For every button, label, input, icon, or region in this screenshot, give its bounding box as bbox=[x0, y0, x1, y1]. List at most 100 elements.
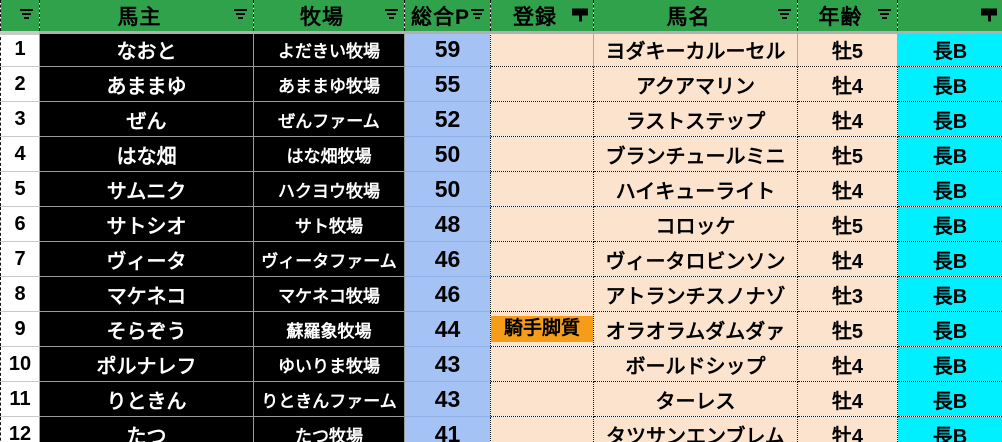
cell-rank-number[interactable]: 7 bbox=[0, 241, 40, 277]
cell-total-points[interactable]: 50 bbox=[404, 171, 491, 207]
cell-owner-name[interactable]: そらぞう bbox=[39, 311, 254, 347]
cell-horse-name[interactable]: オラオラムダムダァ bbox=[593, 311, 798, 347]
cell-total-points[interactable]: 50 bbox=[404, 136, 491, 172]
cell-total-points[interactable]: 46 bbox=[404, 276, 491, 312]
cell-farm-name[interactable]: りときんファーム bbox=[253, 381, 405, 417]
cell-age[interactable]: 牡5 bbox=[797, 206, 898, 242]
cell-horse-name[interactable]: アトランチスノナゾ bbox=[593, 276, 798, 312]
cell-registration[interactable]: 騎手脚質 bbox=[490, 311, 594, 347]
cell-farm-name[interactable]: ハクヨウ牧場 bbox=[253, 171, 405, 207]
cell-rank-number[interactable]: 6 bbox=[0, 206, 40, 242]
column-header-age[interactable]: 年齢 bbox=[797, 0, 898, 32]
table-row[interactable]: 2 あままゆ あままゆ牧場 55 アクアマリン 牡4 長B bbox=[0, 66, 1002, 102]
cell-farm-name[interactable]: あままゆ牧場 bbox=[253, 66, 405, 102]
cell-farm-name[interactable]: ぜんファーム bbox=[253, 101, 405, 137]
column-header-farm[interactable]: 牧場 bbox=[253, 0, 405, 32]
cell-age[interactable]: 牡5 bbox=[797, 136, 898, 172]
cell-registration[interactable] bbox=[490, 101, 594, 137]
cell-rank-number[interactable]: 1 bbox=[0, 31, 40, 67]
table-row[interactable]: 8 マケネコ マケネコ牧場 46 アトランチスノナゾ 牡3 長B bbox=[0, 276, 1002, 312]
cell-owner-name[interactable]: はな畑 bbox=[39, 136, 254, 172]
cell-age[interactable]: 牡4 bbox=[797, 66, 898, 102]
column-header-tag[interactable] bbox=[897, 0, 1002, 32]
cell-rank-number[interactable]: 8 bbox=[0, 276, 40, 312]
cell-tag[interactable]: 長B bbox=[897, 136, 1002, 172]
cell-total-points[interactable]: 43 bbox=[404, 346, 491, 382]
table-row[interactable]: 9 そらぞう 蘇羅象牧場 44 騎手脚質 オラオラムダムダァ 牡5 長B bbox=[0, 311, 1002, 347]
column-header-registration[interactable]: 登録 bbox=[490, 0, 594, 32]
cell-age[interactable]: 牡5 bbox=[797, 31, 898, 67]
cell-age[interactable]: 牡4 bbox=[797, 346, 898, 382]
table-row[interactable]: 4 はな畑 はな畑牧場 50 ブランチュールミニ 牡5 長B bbox=[0, 136, 1002, 172]
sort-lines-icon[interactable] bbox=[19, 8, 34, 23]
table-row[interactable]: 6 サトシオ サト牧場 48 コロッケ 牡5 長B bbox=[0, 206, 1002, 242]
cell-farm-name[interactable]: マケネコ牧場 bbox=[253, 276, 405, 312]
table-row[interactable]: 12 たつ たつ牧場 41 タツサンエンブレム 牡4 長B bbox=[0, 416, 1002, 442]
cell-age[interactable]: 牡4 bbox=[797, 381, 898, 417]
cell-total-points[interactable]: 55 bbox=[404, 66, 491, 102]
cell-owner-name[interactable]: ぜん bbox=[39, 101, 254, 137]
cell-rank-number[interactable]: 11 bbox=[0, 381, 40, 417]
cell-age[interactable]: 牡4 bbox=[797, 171, 898, 207]
cell-rank-number[interactable]: 5 bbox=[0, 171, 40, 207]
sort-lines-icon[interactable] bbox=[877, 8, 892, 23]
cell-registration[interactable] bbox=[490, 241, 594, 277]
cell-total-points[interactable]: 46 bbox=[404, 241, 491, 277]
cell-farm-name[interactable]: よだきい牧場 bbox=[253, 31, 405, 67]
table-row[interactable]: 10 ポルナレフ ゆいりま牧場 43 ボールドシップ 牡4 長B bbox=[0, 346, 1002, 382]
cell-horse-name[interactable]: ブランチュールミニ bbox=[593, 136, 798, 172]
table-row[interactable]: 3 ぜん ぜんファーム 52 ラストステップ 牡4 長B bbox=[0, 101, 1002, 137]
cell-registration[interactable] bbox=[490, 416, 594, 442]
cell-registration[interactable] bbox=[490, 276, 594, 312]
cell-horse-name[interactable]: タツサンエンブレム bbox=[593, 416, 798, 442]
cell-rank-number[interactable]: 9 bbox=[0, 311, 40, 347]
cell-total-points[interactable]: 41 bbox=[404, 416, 491, 442]
cell-age[interactable]: 牡5 bbox=[797, 311, 898, 347]
cell-age[interactable]: 牡4 bbox=[797, 416, 898, 442]
table-row[interactable]: 1 なおと よだきい牧場 59 ヨダキーカルーセル 牡5 長B bbox=[0, 31, 1002, 67]
cell-owner-name[interactable]: ポルナレフ bbox=[39, 346, 254, 382]
cell-rank-number[interactable]: 12 bbox=[0, 416, 40, 442]
sort-lines-icon[interactable] bbox=[384, 8, 399, 23]
cell-tag[interactable]: 長B bbox=[897, 276, 1002, 312]
cell-horse-name[interactable]: ヨダキーカルーセル bbox=[593, 31, 798, 67]
cell-farm-name[interactable]: ヴィータファーム bbox=[253, 241, 405, 277]
cell-total-points[interactable]: 43 bbox=[404, 381, 491, 417]
cell-tag[interactable]: 長B bbox=[897, 66, 1002, 102]
cell-farm-name[interactable]: はな畑牧場 bbox=[253, 136, 405, 172]
cell-horse-name[interactable]: ターレス bbox=[593, 381, 798, 417]
cell-owner-name[interactable]: サトシオ bbox=[39, 206, 254, 242]
cell-total-points[interactable]: 52 bbox=[404, 101, 491, 137]
cell-total-points[interactable]: 59 bbox=[404, 31, 491, 67]
column-header-total-points[interactable]: 総合P bbox=[404, 0, 491, 32]
sort-lines-icon[interactable] bbox=[470, 8, 485, 23]
table-row[interactable]: 7 ヴィータ ヴィータファーム 46 ヴィータロビンソン 牡4 長B bbox=[0, 241, 1002, 277]
cell-tag[interactable]: 長B bbox=[897, 206, 1002, 242]
table-row[interactable]: 5 サムニク ハクヨウ牧場 50 ハイキューライト 牡4 長B bbox=[0, 171, 1002, 207]
cell-owner-name[interactable]: マケネコ bbox=[39, 276, 254, 312]
cell-rank-number[interactable]: 10 bbox=[0, 346, 40, 382]
table-row[interactable]: 11 りときん りときんファーム 43 ターレス 牡4 長B bbox=[0, 381, 1002, 417]
cell-tag[interactable]: 長B bbox=[897, 311, 1002, 347]
cell-tag[interactable]: 長B bbox=[897, 31, 1002, 67]
column-header-horse-name[interactable]: 馬名 bbox=[593, 0, 798, 32]
cell-owner-name[interactable]: なおと bbox=[39, 31, 254, 67]
cell-farm-name[interactable]: 蘇羅象牧場 bbox=[253, 311, 405, 347]
cell-age[interactable]: 牡3 bbox=[797, 276, 898, 312]
cell-age[interactable]: 牡4 bbox=[797, 241, 898, 277]
cell-total-points[interactable]: 48 bbox=[404, 206, 491, 242]
cell-registration[interactable] bbox=[490, 346, 594, 382]
cell-rank-number[interactable]: 2 bbox=[0, 66, 40, 102]
cell-rank-number[interactable]: 3 bbox=[0, 101, 40, 137]
cell-horse-name[interactable]: ハイキューライト bbox=[593, 171, 798, 207]
cell-tag[interactable]: 長B bbox=[897, 416, 1002, 442]
filter-funnel-icon[interactable] bbox=[572, 8, 588, 23]
cell-registration[interactable] bbox=[490, 171, 594, 207]
column-header-owner[interactable]: 馬主 bbox=[39, 0, 254, 32]
cell-owner-name[interactable]: たつ bbox=[39, 416, 254, 442]
cell-owner-name[interactable]: サムニク bbox=[39, 171, 254, 207]
cell-horse-name[interactable]: コロッケ bbox=[593, 206, 798, 242]
cell-horse-name[interactable]: ボールドシップ bbox=[593, 346, 798, 382]
cell-registration[interactable] bbox=[490, 136, 594, 172]
cell-farm-name[interactable]: ゆいりま牧場 bbox=[253, 346, 405, 382]
